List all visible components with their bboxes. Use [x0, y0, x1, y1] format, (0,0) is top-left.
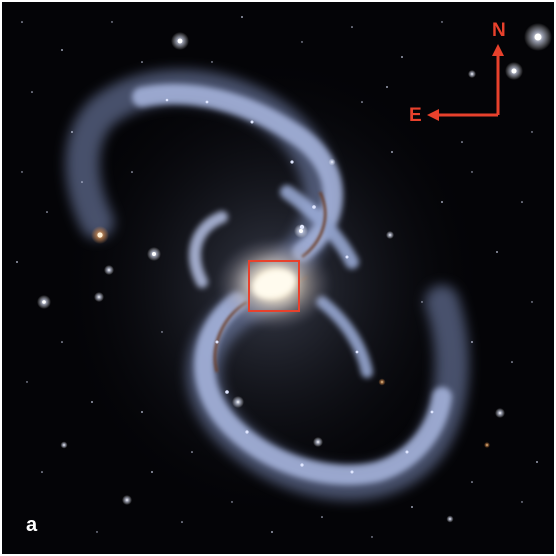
compass-north-label: N	[492, 20, 506, 41]
zoom-box-icon	[248, 260, 300, 312]
background-stars	[16, 16, 538, 538]
east-arrowhead	[427, 109, 439, 121]
spiral-arms	[132, 83, 452, 485]
foreground-stars	[37, 23, 552, 523]
nucleus	[252, 269, 296, 299]
panel-label: a	[26, 514, 38, 536]
north-arrowhead	[492, 44, 504, 56]
compass-east-label: E	[409, 105, 422, 126]
compass-arrow-icon	[437, 54, 500, 117]
